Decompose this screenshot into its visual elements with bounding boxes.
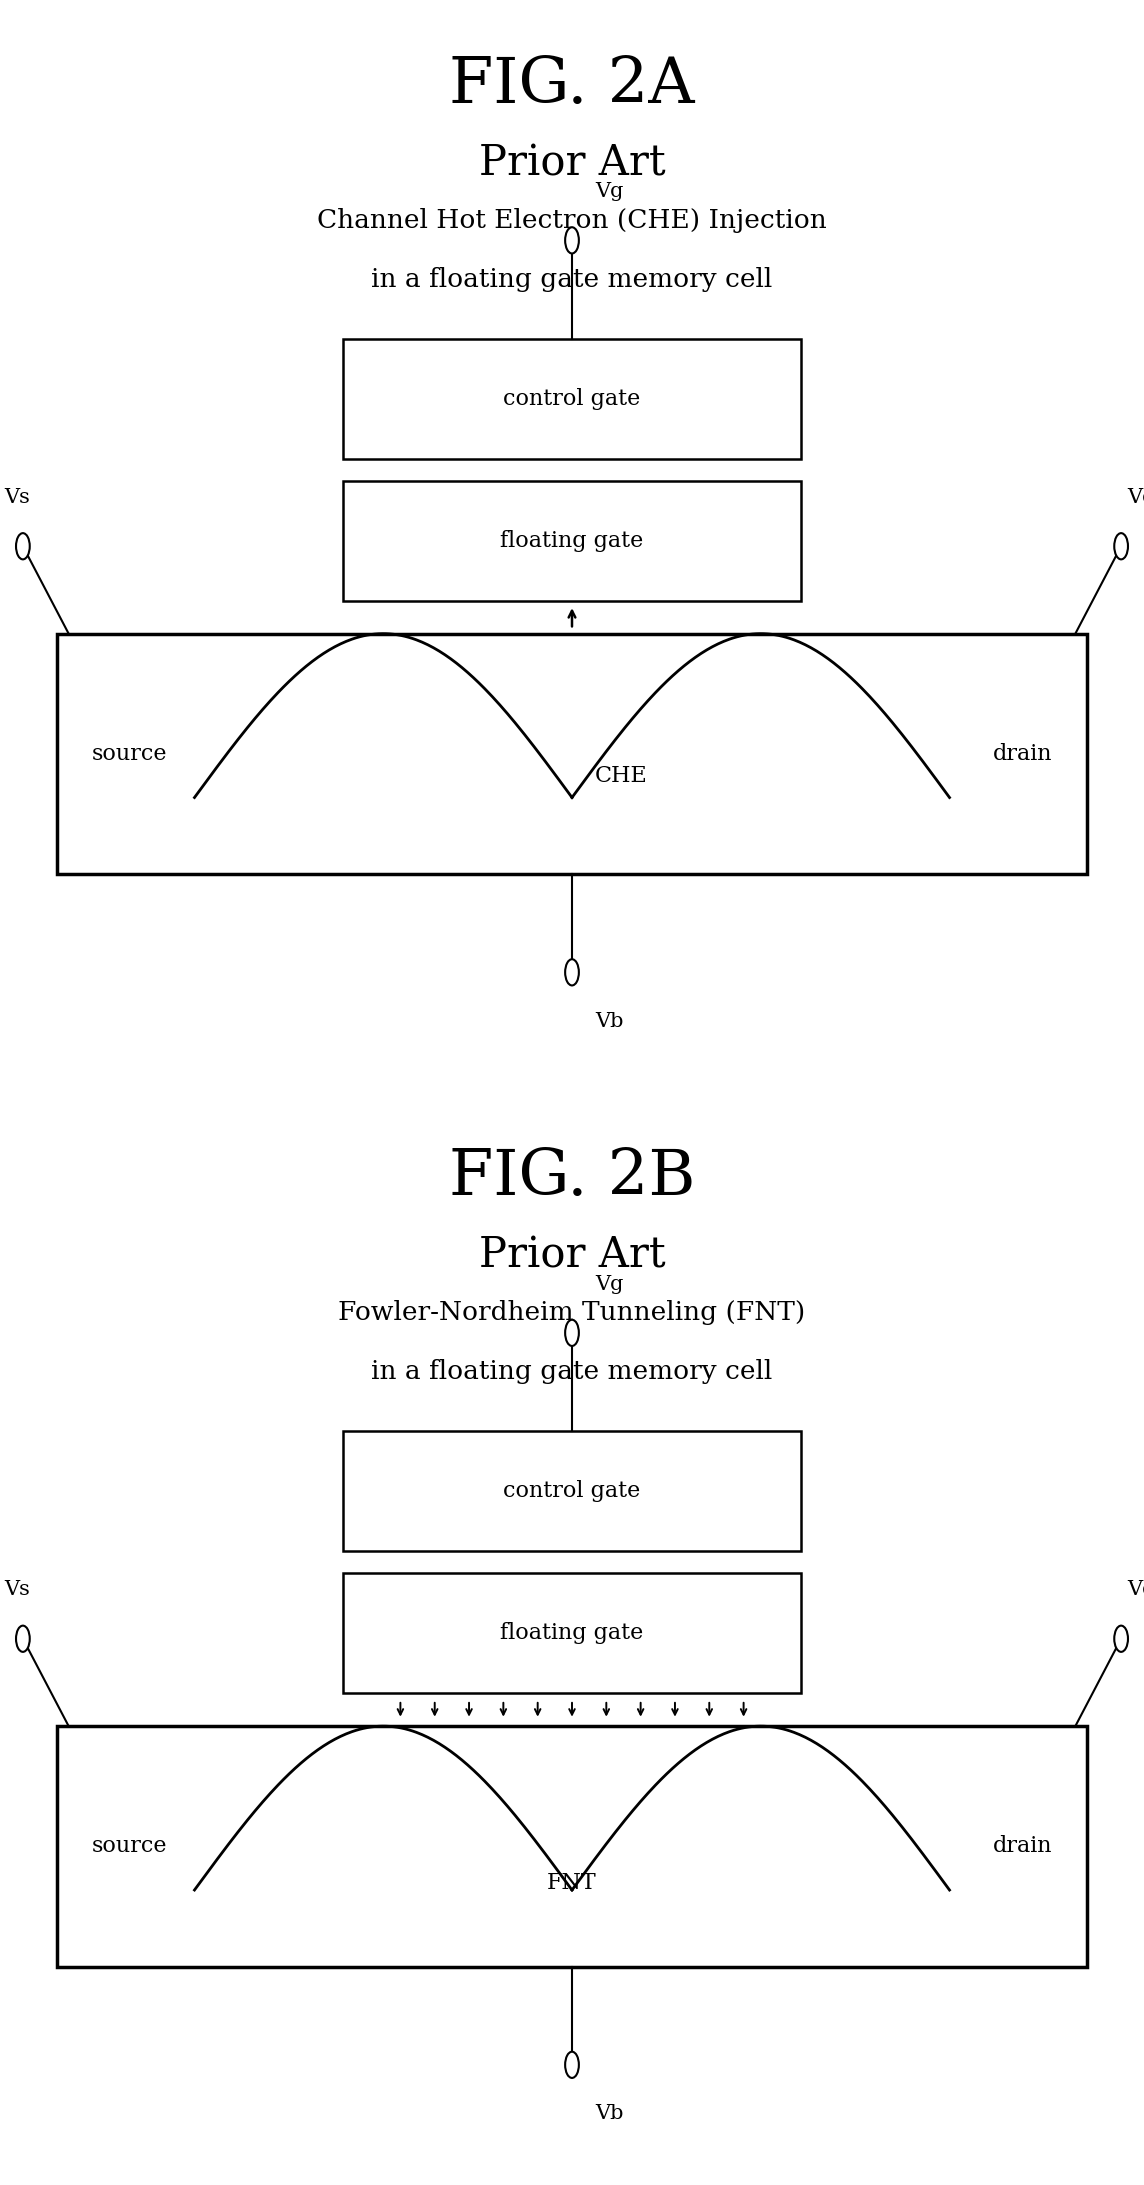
Bar [343, 1431, 801, 1551]
Circle shape [1114, 1626, 1128, 1652]
Text: Fowler-Nordheim Tunneling (FNT): Fowler-Nordheim Tunneling (FNT) [339, 1300, 805, 1324]
Circle shape [565, 227, 579, 253]
Text: source: source [92, 1835, 167, 1857]
Text: Vg: Vg [595, 1274, 623, 1294]
Bar [343, 481, 801, 601]
Circle shape [16, 533, 30, 559]
Text: Vd: Vd [1127, 1580, 1144, 1599]
Text: in a floating gate memory cell: in a floating gate memory cell [372, 1359, 772, 1383]
Text: Prior Art: Prior Art [478, 142, 666, 184]
Text: Vs: Vs [5, 487, 30, 507]
Text: Vs: Vs [5, 1580, 30, 1599]
Text: Vg: Vg [595, 181, 623, 201]
Text: floating gate: floating gate [500, 1621, 644, 1645]
Circle shape [1114, 533, 1128, 559]
Circle shape [565, 2052, 579, 2078]
Text: FNT: FNT [547, 1873, 597, 1894]
Text: source: source [92, 743, 167, 765]
Circle shape [16, 1626, 30, 1652]
Text: CHE: CHE [595, 765, 648, 787]
Text: control gate: control gate [503, 1479, 641, 1503]
Text: drain: drain [993, 1835, 1052, 1857]
Text: Prior Art: Prior Art [478, 1235, 666, 1276]
Bar [343, 1573, 801, 1693]
Text: FIG. 2A: FIG. 2A [450, 55, 694, 116]
Text: Vb: Vb [595, 1012, 623, 1031]
Text: Channel Hot Electron (CHE) Injection: Channel Hot Electron (CHE) Injection [317, 208, 827, 232]
Text: FIG. 2B: FIG. 2B [448, 1147, 696, 1208]
Bar [343, 339, 801, 459]
Text: Vd: Vd [1127, 487, 1144, 507]
Text: drain: drain [993, 743, 1052, 765]
Bar [57, 634, 1087, 874]
Text: Vb: Vb [595, 2104, 623, 2124]
Circle shape [565, 1320, 579, 1346]
Text: control gate: control gate [503, 387, 641, 411]
Text: floating gate: floating gate [500, 529, 644, 553]
Text: in a floating gate memory cell: in a floating gate memory cell [372, 267, 772, 291]
Bar [57, 1726, 1087, 1966]
Circle shape [565, 959, 579, 985]
